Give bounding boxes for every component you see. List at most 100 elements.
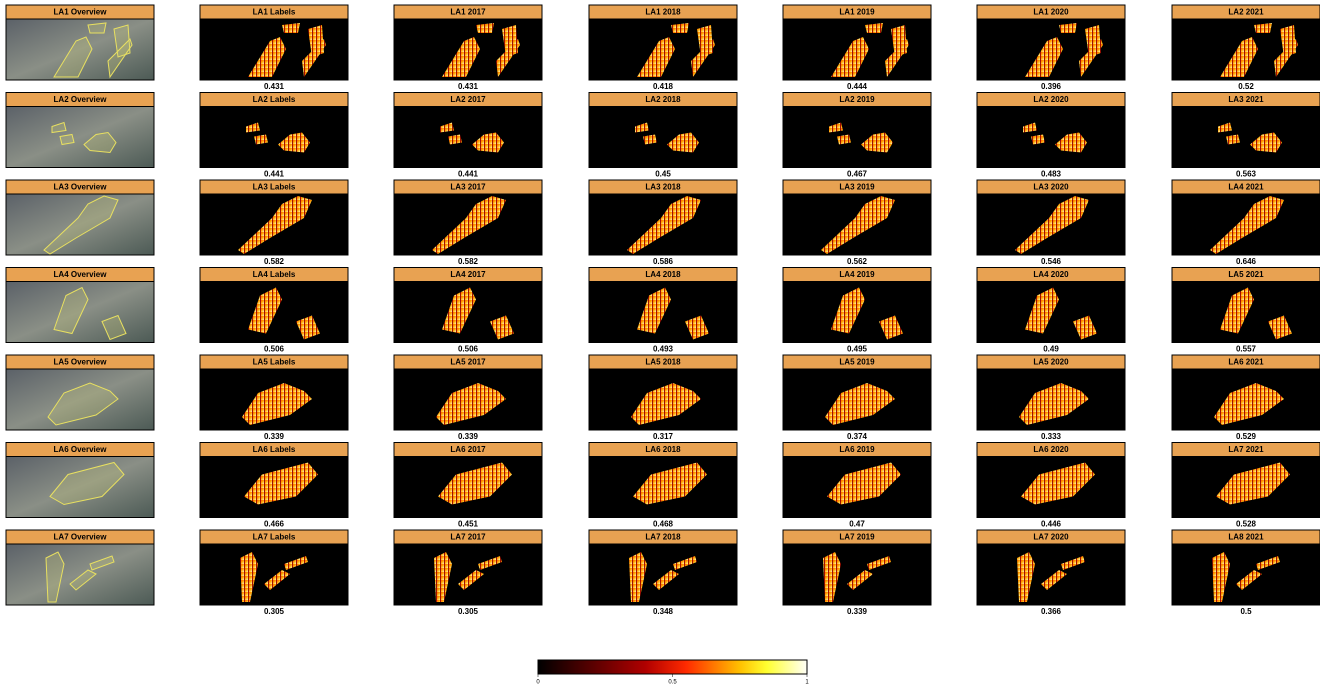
panel-title: LA5 Labels [253, 358, 296, 367]
figure: LA1 OverviewLA1 Labels0.431LA1 20170.431… [0, 0, 1320, 689]
panel-value: 0.47 [849, 520, 865, 529]
panel-value: 0.466 [264, 520, 285, 529]
panel-title: LA3 Overview [54, 183, 108, 192]
panel-title: LA2 2021 [1228, 8, 1264, 17]
panel-value: 0.333 [1041, 432, 1062, 441]
panel-title: LA4 2017 [450, 270, 486, 279]
panel-value: 0.5 [1240, 607, 1252, 616]
heatmap-image [1172, 544, 1320, 605]
panel-title: LA5 2020 [1033, 358, 1069, 367]
colorbar-tick-label: 1 [805, 680, 809, 686]
panel-title: LA4 2019 [839, 270, 875, 279]
panel-title: LA2 2019 [839, 95, 875, 104]
panel-value: 0.396 [1041, 82, 1062, 91]
panel-value: 0.441 [264, 170, 285, 179]
panel-value: 0.451 [458, 520, 479, 529]
panel-title: LA1 2018 [645, 8, 681, 17]
panel-title: LA2 2020 [1033, 95, 1069, 104]
panel-title: LA5 2018 [645, 358, 681, 367]
panel-title: LA1 Labels [253, 8, 296, 17]
panel-value: 0.339 [264, 432, 285, 441]
heatmap-image [589, 107, 737, 168]
panel-value: 0.305 [458, 607, 479, 616]
panel-title: LA6 Overview [54, 445, 108, 454]
panel-value: 0.446 [1041, 520, 1062, 529]
colorbar-tick-label: 0 [536, 680, 540, 686]
heatmap-image [783, 544, 931, 605]
panel-value: 0.557 [1236, 345, 1257, 354]
panel-value: 0.586 [653, 257, 674, 266]
panel-title: LA2 Overview [54, 95, 108, 104]
panel-title: LA3 2021 [1228, 95, 1264, 104]
panel-value: 0.374 [847, 432, 868, 441]
panel-value: 0.483 [1041, 170, 1062, 179]
panel-title: LA7 Labels [253, 533, 296, 542]
panel-value: 0.444 [847, 82, 868, 91]
panel-value: 0.546 [1041, 257, 1062, 266]
colorbar-tick-label: 0.5 [668, 680, 677, 686]
panel-value: 0.52 [1238, 82, 1254, 91]
panel-title: LA5 2019 [839, 358, 875, 367]
heatmap-image [1172, 107, 1320, 168]
panel-title: LA6 2020 [1033, 445, 1069, 454]
aoi-outline [60, 135, 74, 145]
heatmap-image [977, 544, 1125, 605]
panel-title: LA3 2020 [1033, 183, 1069, 192]
panel-value: 0.418 [653, 82, 674, 91]
panel-value: 0.506 [264, 345, 285, 354]
panel-title: LA5 Overview [54, 358, 108, 367]
overview-image [6, 544, 154, 605]
panel-value: 0.582 [458, 257, 479, 266]
panel-title: LA6 2017 [450, 445, 486, 454]
colorbar [538, 660, 807, 674]
panel-value: 0.495 [847, 345, 868, 354]
panel-value: 0.339 [458, 432, 479, 441]
heatmap-image [589, 544, 737, 605]
heatmap-image [394, 544, 542, 605]
panel-title: LA6 2021 [1228, 358, 1264, 367]
panel-value: 0.467 [847, 170, 868, 179]
panel-title: LA7 2017 [450, 533, 486, 542]
panel-title: LA2 2017 [450, 95, 486, 104]
panel-title: LA4 2020 [1033, 270, 1069, 279]
panel-value: 0.348 [653, 607, 674, 616]
panel-value: 0.506 [458, 345, 479, 354]
panel-title: LA1 2017 [450, 8, 486, 17]
panel-value: 0.562 [847, 257, 868, 266]
panel-title: LA5 2021 [1228, 270, 1264, 279]
panel-title: LA2 Labels [253, 95, 296, 104]
panel-title: LA7 2018 [645, 533, 681, 542]
panel-title: LA1 2020 [1033, 8, 1069, 17]
panel-title: LA3 2017 [450, 183, 486, 192]
heatmap-image [977, 107, 1125, 168]
panel-value: 0.441 [458, 170, 479, 179]
overview-image [6, 107, 154, 168]
panel-title: LA4 2021 [1228, 183, 1264, 192]
panel-value: 0.317 [653, 432, 674, 441]
panel-value: 0.366 [1041, 607, 1062, 616]
panel-title: LA1 2019 [839, 8, 875, 17]
panel-value: 0.493 [653, 345, 674, 354]
panel-value: 0.339 [847, 607, 868, 616]
panel-value: 0.528 [1236, 520, 1257, 529]
panel-title: LA8 2021 [1228, 533, 1264, 542]
panel-title: LA6 2019 [839, 445, 875, 454]
panel-value: 0.582 [264, 257, 285, 266]
panel-value: 0.563 [1236, 170, 1257, 179]
panel-title: LA2 2018 [645, 95, 681, 104]
panel-title: LA7 Overview [54, 533, 108, 542]
panel-value: 0.431 [264, 82, 285, 91]
panel-title: LA4 Overview [54, 270, 108, 279]
panel-value: 0.305 [264, 607, 285, 616]
panel-title: LA7 2021 [1228, 445, 1264, 454]
panel-value: 0.45 [655, 170, 671, 179]
heatmap-image [200, 544, 348, 605]
panel-title: LA3 2019 [839, 183, 875, 192]
panel-value: 0.529 [1236, 432, 1257, 441]
panel-title: LA7 2019 [839, 533, 875, 542]
heatmap-image [394, 107, 542, 168]
panel-title: LA3 2018 [645, 183, 681, 192]
panel-title: LA1 Overview [54, 8, 108, 17]
panel-title: LA5 2017 [450, 358, 486, 367]
panel-title: LA4 2018 [645, 270, 681, 279]
